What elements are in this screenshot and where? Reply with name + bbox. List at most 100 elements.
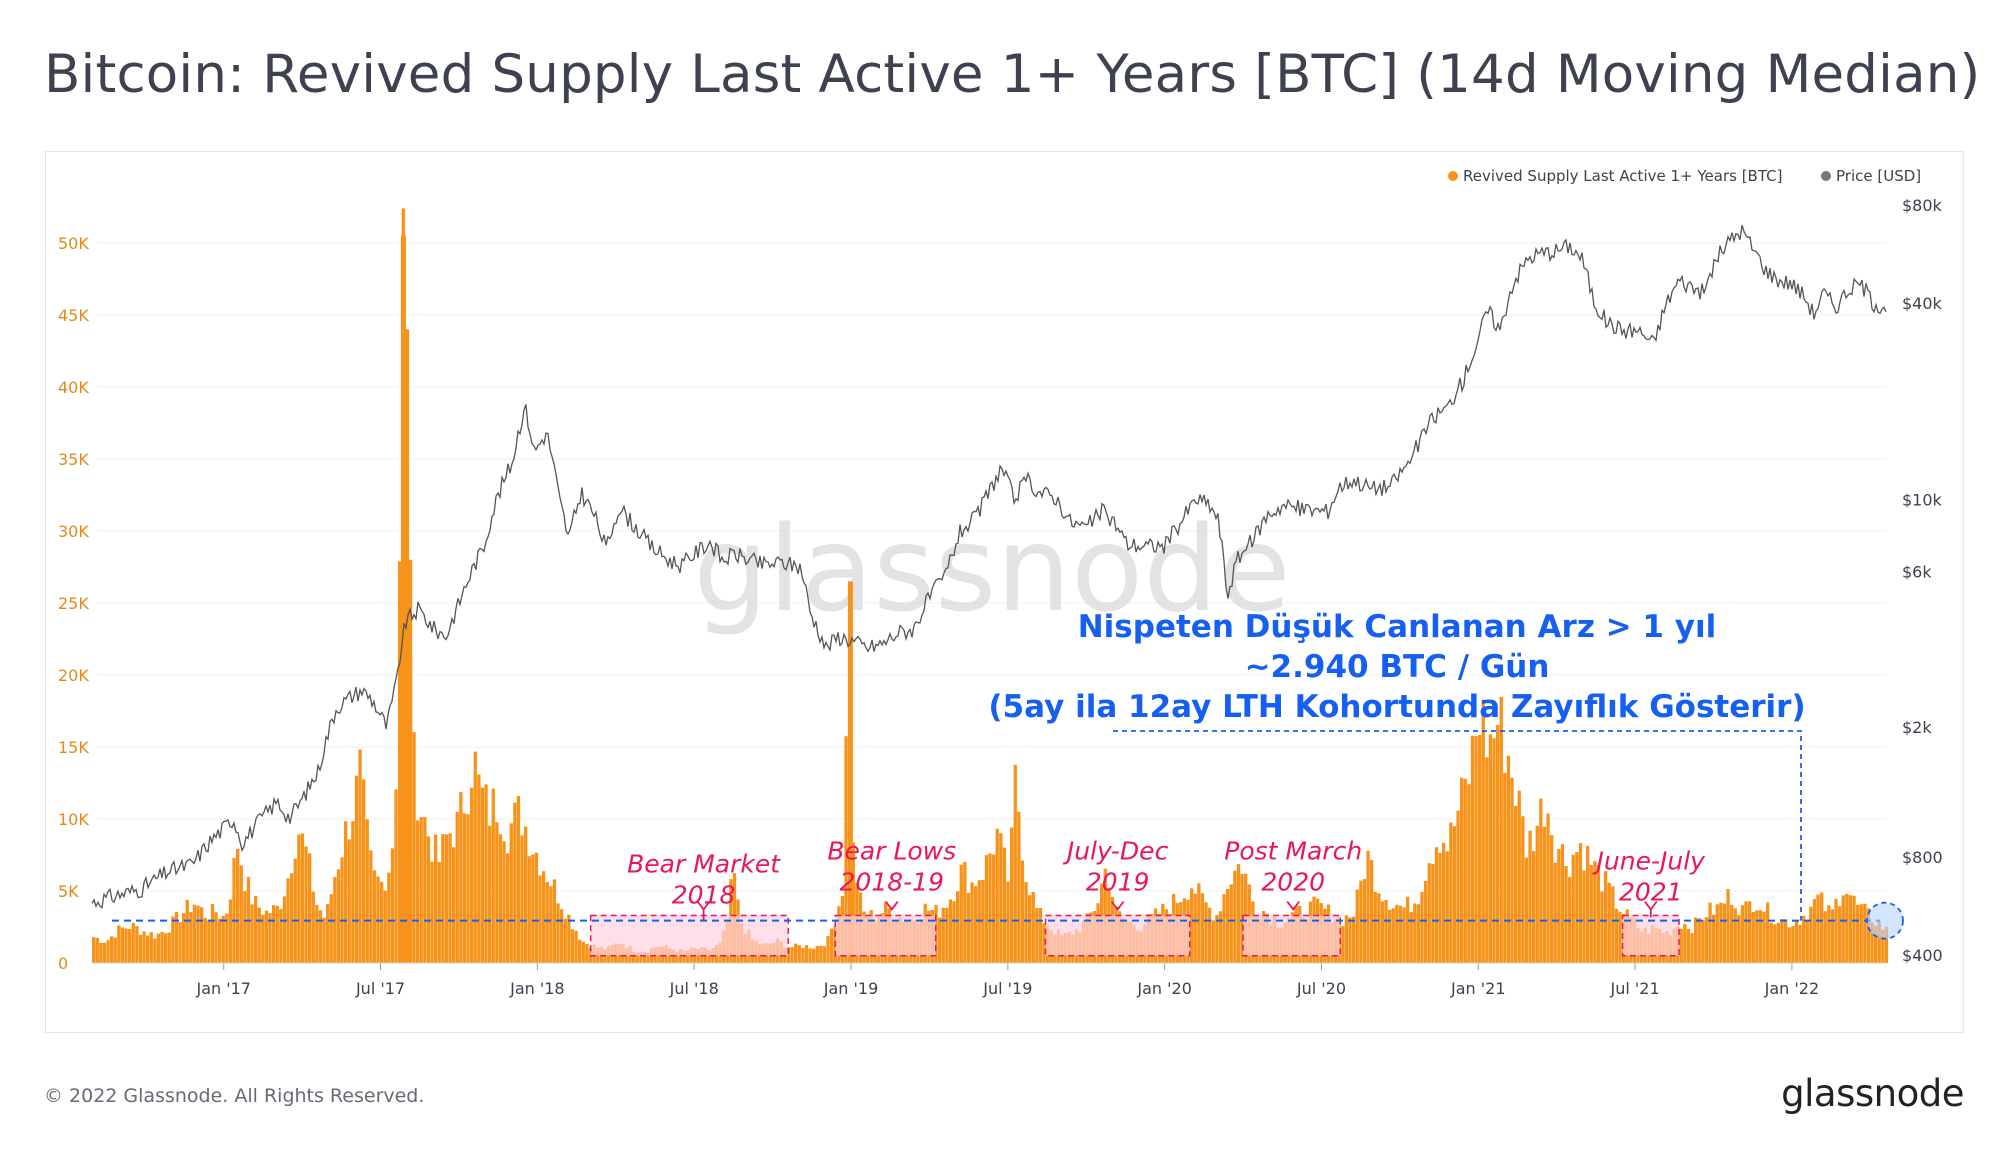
supply-bar — [1874, 925, 1878, 963]
supply-bar — [423, 817, 427, 963]
supply-bar — [1755, 910, 1759, 963]
supply-bar — [1017, 811, 1021, 963]
supply-bar — [1542, 826, 1547, 963]
supply-bar — [1618, 911, 1622, 963]
supply-bar — [1704, 917, 1709, 963]
headline-bracket — [1113, 730, 1802, 921]
supply-bar — [516, 796, 521, 963]
supply-bar — [426, 836, 431, 963]
supply-bar — [1391, 908, 1395, 963]
highlight-band — [589, 914, 790, 957]
supply-bar — [1528, 830, 1532, 963]
supply-bar — [293, 858, 297, 963]
supply-bar — [1460, 777, 1464, 963]
supply-bar — [1470, 735, 1475, 963]
supply-bar — [1416, 904, 1421, 963]
supply-bar — [124, 928, 128, 963]
supply-bar — [1852, 895, 1856, 963]
supply-bar — [578, 939, 582, 963]
supply-bar — [142, 931, 146, 963]
supply-bar — [1791, 926, 1795, 963]
legend[interactable]: Revived Supply Last Active 1+ Years [BTC… — [1448, 167, 1921, 185]
supply-bar — [1578, 843, 1583, 963]
supply-bar — [232, 857, 236, 963]
supply-bar — [1499, 696, 1503, 963]
supply-bar — [1388, 909, 1392, 963]
supply-bar — [1557, 849, 1561, 963]
supply-bar — [358, 749, 362, 963]
supply-bar — [182, 913, 186, 963]
supply-bar — [1708, 902, 1712, 963]
supply-bar — [290, 873, 294, 963]
supply-bar — [473, 751, 477, 963]
axes: 0 5K 10K 15K 20K 25K 30K 35K 40K 45K 50K $400 $800 $2… — [58, 196, 1943, 998]
supply-bar — [1355, 889, 1359, 963]
legend-label[interactable]: Price [USD] — [1836, 167, 1921, 185]
y-tick-label-left: 30K — [58, 522, 89, 541]
supply-bar — [822, 946, 827, 963]
supply-bar — [275, 905, 279, 963]
y-tick-label-right: $400 — [1902, 946, 1943, 965]
legend-swatch — [1448, 171, 1458, 181]
chart-frame — [45, 151, 1964, 1033]
annotation-label: 2019 — [1086, 867, 1150, 896]
supply-bar — [344, 821, 348, 963]
headline-text: ~2.940 BTC / Gün — [1245, 649, 1550, 685]
supply-bar — [221, 915, 225, 963]
supply-bar — [1406, 896, 1410, 963]
supply-bar — [110, 936, 114, 963]
supply-bar — [1492, 738, 1496, 963]
supply-bar — [412, 732, 416, 963]
glassnode-logo[interactable]: glassnode — [1781, 1072, 1964, 1115]
supply-bar — [228, 899, 233, 963]
supply-bar — [686, 950, 690, 963]
supply-bar — [1193, 893, 1197, 963]
supply-bar — [1686, 928, 1691, 963]
supply-bar — [1010, 827, 1014, 963]
supply-bar — [131, 922, 135, 963]
supply-bar — [372, 870, 377, 963]
supply-bar — [1870, 922, 1874, 963]
y-tick-label-left: 15K — [58, 738, 89, 757]
supply-bar — [1593, 861, 1597, 963]
supply-bar — [797, 945, 801, 963]
supply-bar — [261, 915, 265, 963]
supply-bar — [1546, 813, 1550, 963]
supply-bar — [1028, 895, 1032, 963]
supply-bar — [531, 854, 535, 963]
supply-bar — [1359, 880, 1363, 963]
supply-spike-bar — [400, 235, 406, 964]
supply-bar — [707, 950, 711, 963]
supply-bar — [1496, 725, 1500, 963]
supply-bar — [279, 909, 283, 963]
supply-bar — [1683, 923, 1687, 963]
supply-bar — [1510, 777, 1514, 963]
supply-bar — [1424, 881, 1428, 963]
supply-bar — [1838, 906, 1842, 963]
supply-bar — [1402, 907, 1406, 963]
supply-bar — [995, 828, 999, 963]
supply-bar — [538, 875, 542, 963]
supply-bar — [1845, 893, 1849, 963]
supply-spike-bar — [404, 329, 410, 963]
supply-bar — [1575, 852, 1579, 963]
copyright-text: © 2022 Glassnode. All Rights Reserved. — [44, 1085, 425, 1107]
supply-bar — [790, 947, 794, 963]
legend-label[interactable]: Revived Supply Last Active 1+ Years [BTC… — [1463, 167, 1782, 185]
supply-bar — [174, 911, 179, 963]
supply-bar — [956, 891, 960, 963]
supply-bar — [340, 857, 344, 963]
highlight-band — [834, 914, 937, 957]
supply-bar — [1208, 907, 1212, 963]
supply-bar — [207, 920, 211, 963]
supply-bar — [128, 929, 132, 963]
supply-bar — [354, 775, 359, 963]
supply-bar — [153, 938, 157, 963]
supply-bar — [189, 911, 193, 963]
supply-bar — [1787, 927, 1791, 963]
supply-bar — [948, 899, 953, 963]
supply-bar — [257, 907, 261, 963]
annotation-arrowhead — [885, 900, 899, 911]
supply-bar — [786, 947, 791, 963]
supply-bar — [1730, 904, 1734, 963]
